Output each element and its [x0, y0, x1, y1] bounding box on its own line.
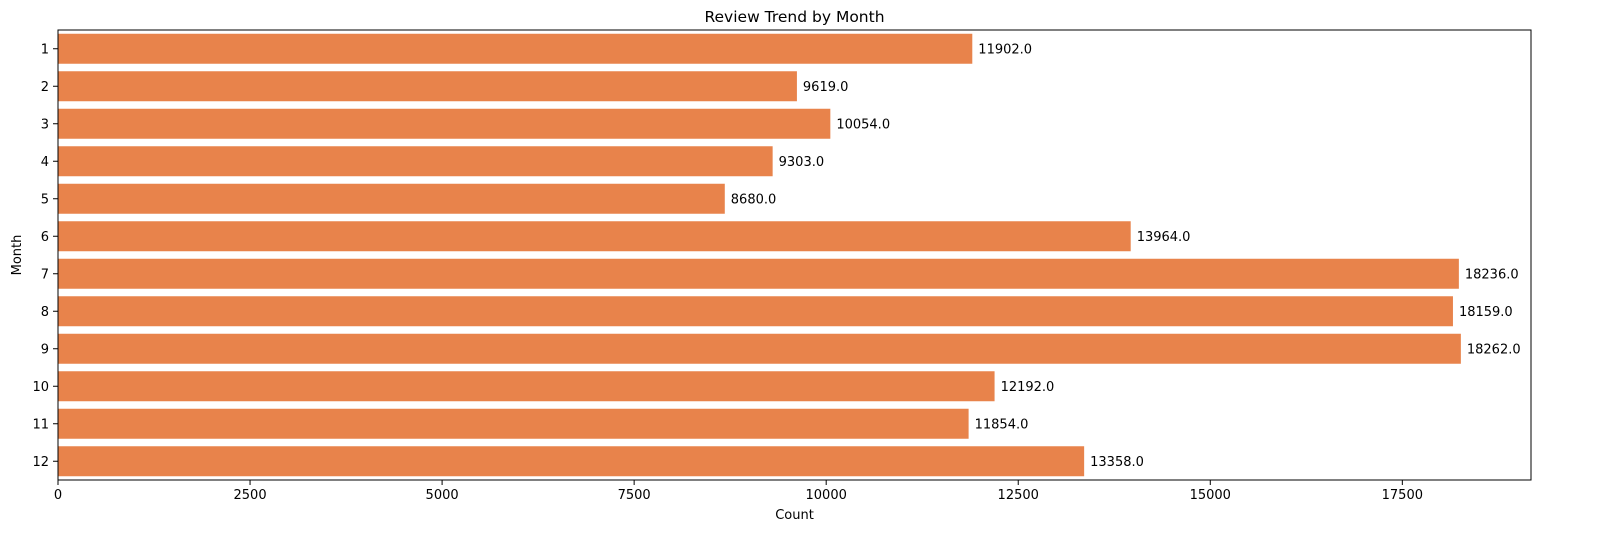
x-tick-label-7500: 7500	[618, 488, 651, 503]
y-tick-label-month-2: 2	[41, 80, 49, 95]
bar-month-1	[58, 33, 973, 64]
bar-month-12	[58, 446, 1085, 477]
bar-value-labels: 11902.0 9619.0 10054.0 9303.0 8680.0 13964.0 1…	[731, 42, 1521, 470]
bar-month-11	[58, 408, 969, 439]
bars-layer	[58, 33, 1461, 477]
bar-month-5	[58, 183, 725, 214]
bar-month-8	[58, 296, 1453, 327]
x-tick-label-5000: 5000	[426, 488, 459, 503]
bar-value-label-month-7: 18236.0	[1465, 267, 1519, 282]
x-axis-label: Count	[775, 508, 814, 523]
y-tick-label-month-6: 6	[41, 230, 49, 245]
bar-month-7	[58, 258, 1459, 289]
y-tick-label-month-4: 4	[41, 155, 49, 170]
y-axis-label: Month	[10, 235, 25, 276]
y-tick-label-month-8: 8	[41, 305, 49, 320]
bar-value-label-month-1: 11902.0	[978, 42, 1032, 57]
y-tick-label-month-12: 12	[32, 455, 49, 470]
bar-month-3	[58, 108, 831, 139]
bar-month-4	[58, 146, 773, 177]
bar-value-label-month-5: 8680.0	[731, 192, 777, 207]
bar-value-label-month-3: 10054.0	[836, 117, 890, 132]
bar-value-label-month-12: 13358.0	[1090, 455, 1144, 470]
bar-value-label-month-9: 18262.0	[1467, 342, 1521, 357]
bar-month-10	[58, 371, 995, 402]
bar-value-label-month-2: 9619.0	[803, 80, 849, 95]
x-tick-label-17500: 17500	[1382, 488, 1423, 503]
bar-month-6	[58, 221, 1131, 252]
x-tick-label-12500: 12500	[998, 488, 1039, 503]
chart-title: Review Trend by Month	[704, 8, 884, 26]
y-tick-label-month-1: 1	[41, 42, 49, 57]
bar-month-9	[58, 333, 1461, 364]
x-tick-label-15000: 15000	[1190, 488, 1231, 503]
y-tick-label-month-7: 7	[41, 267, 49, 282]
y-tick-label-month-3: 3	[41, 117, 49, 132]
y-tick-label-month-11: 11	[32, 417, 49, 432]
y-tick-label-month-10: 10	[32, 380, 49, 395]
bar-value-label-month-6: 13964.0	[1137, 230, 1191, 245]
bar-value-label-month-4: 9303.0	[779, 155, 825, 170]
bar-value-label-month-8: 18159.0	[1459, 305, 1513, 320]
bar-value-label-month-10: 12192.0	[1001, 380, 1055, 395]
x-tick-label-0: 0	[54, 488, 62, 503]
x-tick-label-10000: 10000	[806, 488, 847, 503]
y-tick-label-month-5: 5	[41, 192, 49, 207]
x-tick-label-2500: 2500	[234, 488, 267, 503]
x-axis-ticks: 0 2500 5000 7500 10000 12500 15000 17500	[54, 480, 1423, 503]
bar-value-label-month-11: 11854.0	[975, 417, 1029, 432]
bar-month-2	[58, 71, 797, 102]
y-tick-label-month-9: 9	[41, 342, 49, 357]
plot-frame	[57, 29, 1532, 481]
